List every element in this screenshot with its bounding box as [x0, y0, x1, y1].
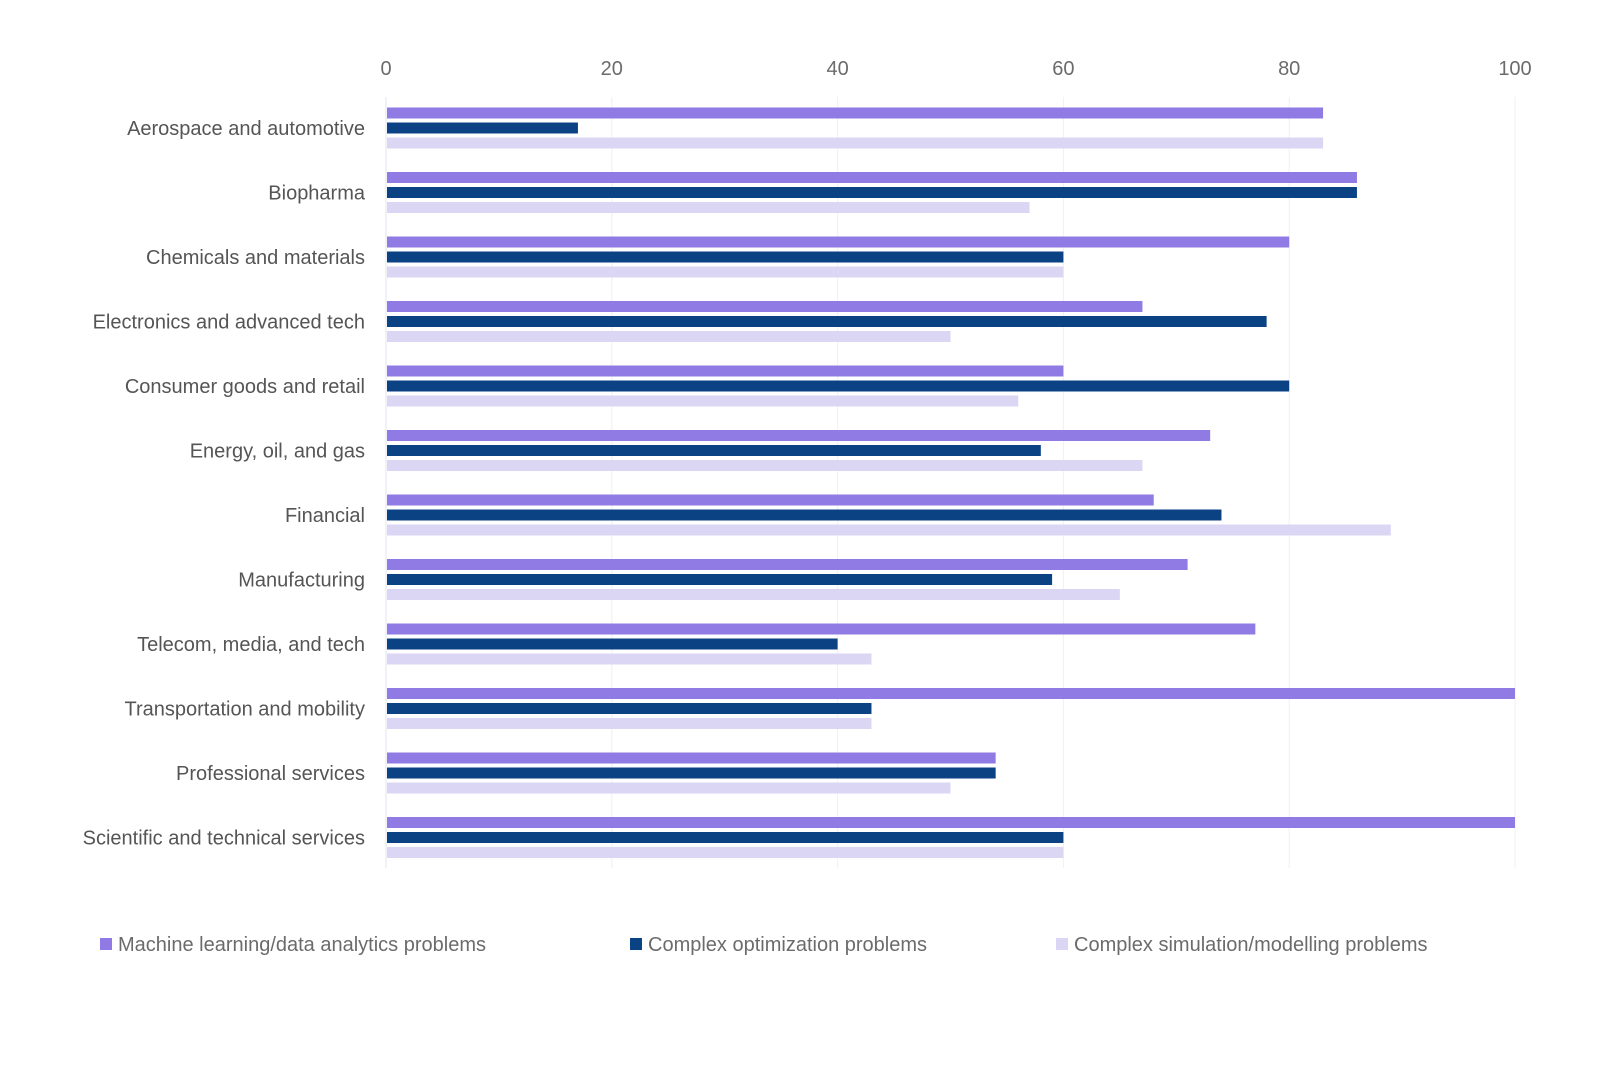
bar-optimization — [387, 703, 872, 714]
bar-ml — [387, 752, 996, 764]
bar-simulation — [387, 460, 1143, 471]
category-label: Energy, oil, and gas — [190, 441, 365, 463]
x-tick-label: 0 — [380, 58, 391, 80]
legend-swatch — [1056, 938, 1068, 950]
bar-optimization — [387, 380, 1290, 392]
legend-swatch — [630, 938, 642, 950]
bar-ml — [387, 688, 1515, 699]
bar-ml — [387, 236, 1290, 248]
bar-simulation — [387, 718, 872, 729]
x-tick-label: 80 — [1278, 58, 1300, 80]
category-label: Electronics and advanced tech — [93, 312, 365, 334]
bar-ml — [387, 430, 1211, 441]
bar-ml — [387, 301, 1143, 312]
bar-optimization — [387, 316, 1267, 327]
x-tick-label: 100 — [1498, 58, 1531, 80]
bar-optimization — [387, 638, 838, 650]
bar-simulation — [387, 202, 1030, 213]
bar-ml — [387, 365, 1064, 377]
bar-simulation — [387, 782, 951, 794]
bar-optimization — [387, 251, 1064, 263]
bar-optimization — [387, 187, 1357, 198]
bar-simulation — [387, 395, 1019, 407]
legend-label: Complex optimization problems — [648, 934, 927, 956]
bar-simulation — [387, 137, 1324, 149]
category-label: Transportation and mobility — [125, 699, 366, 721]
category-label: Financial — [285, 505, 365, 527]
category-label: Scientific and technical services — [83, 828, 365, 850]
category-label: Consumer goods and retail — [125, 376, 365, 398]
bar-ml — [387, 107, 1324, 119]
bar-optimization — [387, 509, 1222, 521]
category-label: Professional services — [176, 763, 365, 785]
bar-ml — [387, 817, 1515, 828]
category-label: Aerospace and automotive — [127, 118, 365, 140]
legend-swatch — [100, 938, 112, 950]
bar-simulation — [387, 331, 951, 342]
bar-optimization — [387, 767, 996, 779]
x-tick-label: 60 — [1052, 58, 1074, 80]
bar-simulation — [387, 589, 1120, 600]
bar-optimization — [387, 574, 1053, 585]
bar-ml — [387, 623, 1256, 635]
category-label: Telecom, media, and tech — [137, 634, 365, 656]
bar-simulation — [387, 847, 1064, 858]
bar-ml — [387, 559, 1188, 570]
bar-ml — [387, 172, 1357, 183]
bar-simulation — [387, 266, 1064, 278]
bar-optimization — [387, 832, 1064, 843]
bar-ml — [387, 494, 1154, 506]
category-label: Manufacturing — [238, 570, 365, 592]
x-tick-label: 20 — [601, 58, 623, 80]
legend-label: Complex simulation/modelling problems — [1074, 934, 1428, 956]
bar-simulation — [387, 524, 1391, 536]
x-tick-label: 40 — [826, 58, 848, 80]
category-label: Biopharma — [268, 183, 366, 205]
bar-optimization — [387, 122, 578, 134]
category-label: Chemicals and materials — [146, 247, 365, 269]
bar-optimization — [387, 445, 1041, 456]
legend-label: Machine learning/data analytics problems — [118, 934, 486, 956]
bar-simulation — [387, 653, 872, 665]
